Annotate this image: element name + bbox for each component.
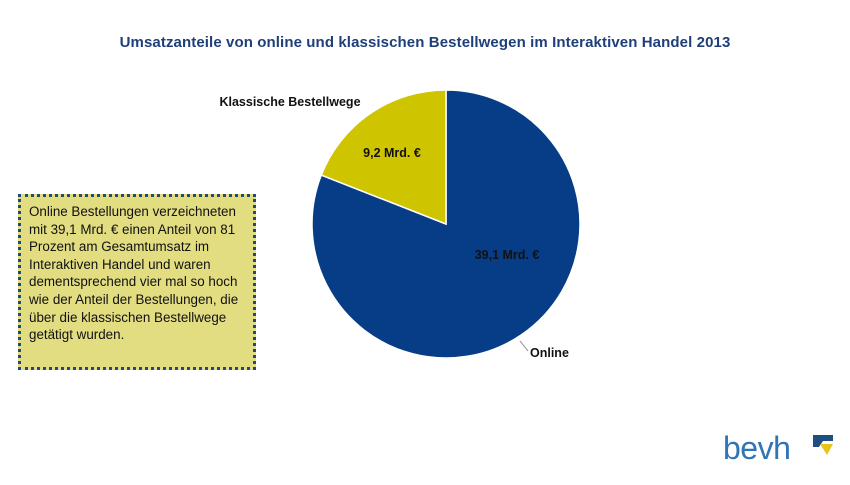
- summary-textbox: Online Bestellungen verzeichneten mit 39…: [18, 194, 256, 370]
- logo-mark-icon: [813, 435, 833, 455]
- bevh-logo: bevh: [723, 430, 843, 470]
- leader-line-online: [519, 340, 529, 352]
- chart-title: Umsatzanteile von online und klassischen…: [119, 34, 731, 51]
- slice-name-label-online: Online: [530, 346, 569, 360]
- summary-text: Online Bestellungen verzeichneten mit 39…: [29, 204, 239, 343]
- slice-name-label-klassisch: Klassische Bestellwege: [219, 95, 360, 109]
- logo-text: bevh: [723, 430, 791, 466]
- slice-value-label-online: 39,1 Mrd. €: [475, 248, 540, 262]
- pie-slice-klassisch: [320, 89, 447, 226]
- slice-value-label-klassisch: 9,2 Mrd. €: [363, 146, 421, 160]
